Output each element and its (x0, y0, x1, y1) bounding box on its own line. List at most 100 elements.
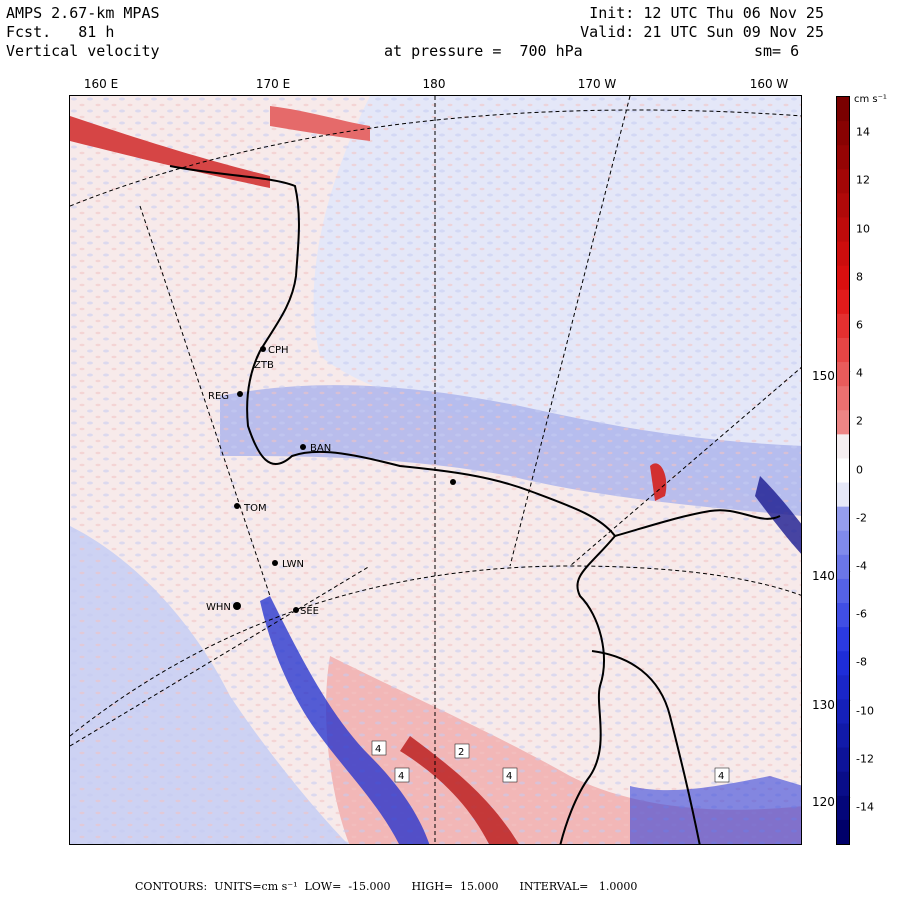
colorbar-label: 0 (856, 463, 863, 476)
graticule-lat-2 (70, 565, 801, 737)
forecast-label: Fcst. (6, 23, 52, 41)
colorbar-label: -8 (856, 655, 867, 669)
colorbar-band (837, 217, 849, 243)
lon-label-160e: 160 E (83, 77, 119, 91)
colorbar-band (837, 362, 849, 387)
graticule-lon-170w (509, 96, 631, 567)
colorbar-band (837, 554, 849, 580)
contour-label-3: 4 (398, 771, 404, 782)
station-lwn-label: LWN (282, 559, 304, 570)
colorbar-label: 6 (856, 318, 863, 332)
contour-label-1: 4 (375, 744, 381, 755)
colorbar-label: 2 (856, 414, 863, 428)
contour-box-2 (454, 743, 470, 759)
colorbar-label: -2 (856, 511, 867, 525)
streak-top (270, 106, 370, 141)
colorbar-band (837, 97, 849, 122)
graticule-lat-1 (70, 109, 801, 207)
station-lwn-marker[interactable] (272, 560, 278, 566)
contours-footer: CONTOURS: UNITS=cm s⁻¹ LOW= -15.000 HIGH… (135, 880, 638, 893)
graticule (70, 96, 801, 844)
header-right: Init: 12 UTC Thu 06 Nov 25 Valid: 21 UTC … (580, 4, 824, 42)
station-see-label: SEE (300, 606, 319, 617)
station-reg-marker[interactable] (237, 391, 243, 397)
colorbar-band (837, 121, 849, 146)
contour-label-5: 4 (718, 771, 724, 782)
colorbar-band (837, 603, 849, 628)
colorbar-band (837, 747, 849, 773)
smoothing-label: sm= 6 (754, 42, 800, 60)
strong-updraft-band (260, 596, 430, 844)
station-extra-marker[interactable] (450, 479, 456, 485)
colorbar-band (837, 482, 849, 508)
colorbar-band (837, 771, 849, 797)
colorbar-band (837, 819, 849, 845)
colorbar-svg (837, 97, 849, 845)
colorbar-band (837, 337, 849, 363)
colorbar-label: 14 (856, 125, 870, 139)
colorbar-unit: cm s⁻¹ (854, 94, 887, 105)
colorbar-label: -10 (856, 704, 874, 717)
colorbar-band (837, 651, 849, 676)
colorbar-band (837, 627, 849, 652)
forecast-hour: Fcst. 81 h (6, 23, 160, 42)
contour-box-4 (502, 767, 518, 783)
station-tom-label: TOM (243, 503, 267, 514)
coastline (169, 165, 781, 844)
station-reg-label: REG (208, 391, 229, 402)
colorbar-label: 12 (856, 173, 870, 187)
valid-time: Valid: 21 UTC Sun 09 Nov 25 (580, 23, 824, 41)
ice-shelf-red-feature (650, 463, 667, 501)
contour-value-labels: 4 2 4 4 4 (371, 740, 730, 783)
contour-box-1 (371, 740, 387, 756)
map-svg: CPH ZTB REG BAN TOM LWN WHN SEE 4 2 4 4 … (70, 96, 801, 844)
colorbar-band (837, 410, 849, 435)
lon-label-180: 180 (422, 77, 446, 91)
strong-downdraft-band (400, 736, 519, 844)
grounding-line (591, 650, 701, 844)
graticule-lon-150e (70, 565, 371, 747)
station-cph-label: CPH (268, 345, 289, 356)
streak-top-left (70, 116, 270, 188)
graticule-lon-150w (569, 367, 801, 567)
station-ban-marker[interactable] (300, 444, 306, 450)
colorbar-band (837, 265, 849, 291)
colorbar-band (837, 506, 849, 532)
graticule-lon-160e (139, 205, 271, 597)
colorbar-band (837, 434, 849, 459)
init-time: Init: 12 UTC Thu 06 Nov 25 (589, 4, 824, 22)
station-tom-marker[interactable] (234, 503, 240, 509)
colorbar-band (837, 458, 849, 484)
colorbar-band (837, 723, 849, 749)
colorbar-band (837, 289, 849, 315)
ross-ice-shelf-edge (169, 165, 617, 844)
colorbar-label: -14 (856, 800, 874, 814)
station-whn-label: WHN (206, 602, 231, 613)
colorbar-label: -4 (856, 559, 867, 573)
colorbar-label: 4 (856, 366, 863, 380)
vertical-velocity-map[interactable]: CPH ZTB REG BAN TOM LWN WHN SEE 4 2 4 4 … (69, 95, 802, 845)
colorbar-label: 10 (856, 222, 870, 235)
station-cph-marker[interactable] (260, 346, 266, 352)
station-see-marker[interactable] (293, 607, 299, 613)
forecast-value: 81 h (78, 23, 115, 41)
colorbar-label: 8 (856, 270, 863, 284)
colorbar-label: -6 (856, 607, 867, 621)
colorbar-band (837, 578, 849, 604)
model-title: AMPS 2.67-km MPAS (6, 4, 160, 22)
station-ztb-label: ZTB (254, 360, 274, 371)
colorbar-band (837, 386, 849, 411)
colorbar-band (837, 795, 849, 821)
stations: CPH ZTB REG BAN TOM LWN WHN SEE (206, 345, 456, 617)
colorbar-band (837, 313, 849, 339)
field-name: Vertical velocity (6, 42, 160, 60)
colorbar (836, 96, 850, 845)
contour-label-2: 2 (458, 747, 464, 758)
station-ban-label: BAN (310, 443, 331, 454)
station-whn-marker[interactable] (233, 602, 241, 610)
colorbar-band (837, 193, 849, 218)
colorbar-band (837, 675, 849, 700)
pressure-level: at pressure = 700 hPa (384, 42, 583, 60)
marie-byrd-coast (614, 509, 781, 537)
colorbar-band (837, 145, 849, 170)
